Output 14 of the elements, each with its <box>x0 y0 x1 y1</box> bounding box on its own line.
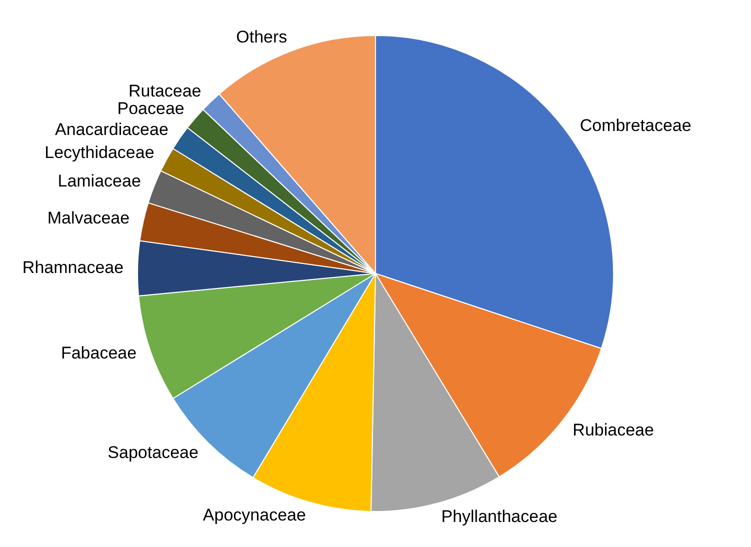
slice-label: Rutaceae <box>128 81 202 100</box>
slice-label: Rhamnaceae <box>22 258 124 277</box>
slice-label: Combretaceae <box>580 116 692 136</box>
slice-label: Lamiaceae <box>58 171 141 190</box>
slice-label: Poaceae <box>117 99 184 118</box>
slice-label: Fabaceae <box>60 344 137 363</box>
slice-label: Rubiaceae <box>572 420 654 440</box>
slice-label: Malvaceae <box>47 208 130 228</box>
slice-label: Lecythidaceae <box>44 142 154 162</box>
slice-label: Sapotaceae <box>108 442 198 462</box>
slice-label: Others <box>236 27 288 46</box>
slice-label: Anacardiaceae <box>55 120 168 139</box>
slice-label: Apocynaceae <box>202 506 306 525</box>
slice-label: Phyllanthaceae <box>441 506 558 526</box>
